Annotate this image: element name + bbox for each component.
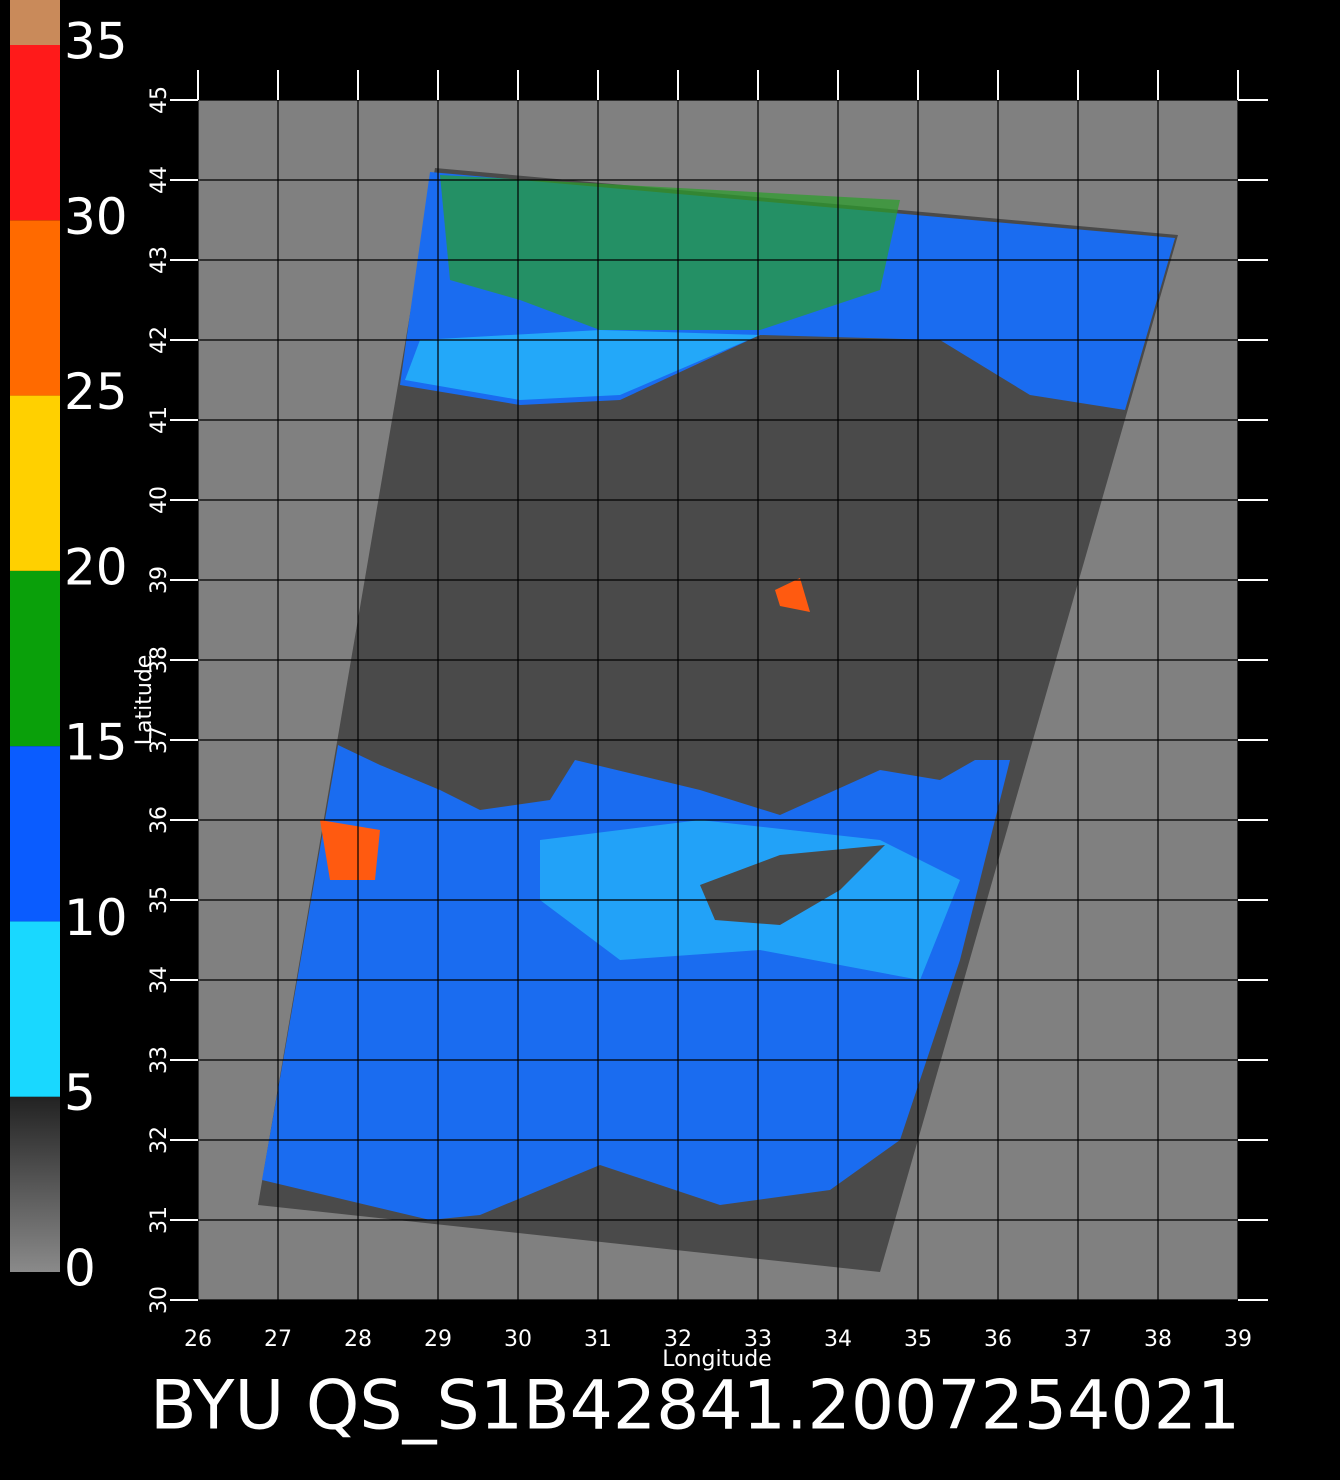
y-tick-label: 37	[147, 726, 172, 754]
colorbar-tick-label: 25	[64, 363, 128, 421]
y-tick-label: 36	[147, 806, 172, 834]
colorbar-tick-label: 20	[64, 538, 128, 596]
y-tick-label: 44	[147, 166, 172, 194]
y-tick-label: 33	[147, 1046, 172, 1074]
caption: BYU QS_S1B42841.2007254021	[150, 1367, 1240, 1446]
wind-patch	[775, 578, 810, 612]
x-tick-label: 29	[424, 1327, 452, 1352]
y-tick-label: 35	[147, 886, 172, 914]
x-tick-label: 34	[824, 1327, 852, 1352]
y-tick-label: 32	[147, 1126, 172, 1154]
colorbar-segment	[10, 395, 60, 571]
y-tick-label: 38	[147, 646, 172, 674]
axes: 26 27 28 29 30 31 32 33 34 35 36 37 38 39 30 31 32 33 34 35…	[147, 70, 1268, 1352]
x-tick-label: 38	[1144, 1327, 1172, 1352]
colorbar-tick-label: 30	[64, 188, 128, 246]
colorbar-segment	[10, 220, 60, 396]
x-tick-label: 36	[984, 1327, 1012, 1352]
colorbar-tick-label: 5	[64, 1064, 96, 1122]
x-tick-label: 37	[1064, 1327, 1092, 1352]
colorbar-segment	[10, 45, 60, 221]
colorbar-segment	[10, 746, 60, 922]
colorbar-segment	[10, 1096, 60, 1272]
map	[198, 100, 1238, 1300]
wind-patch	[405, 330, 760, 400]
y-tick-label: 34	[147, 966, 172, 994]
colorbar-cap	[10, 0, 60, 45]
colorbar-tick-label: 35	[64, 13, 128, 71]
y-tick-label: 31	[147, 1206, 172, 1234]
x-tick-label: 27	[264, 1327, 292, 1352]
colorbar-segment	[10, 570, 60, 747]
y-tick-label: 42	[147, 326, 172, 354]
y-tick-label: 45	[147, 86, 172, 114]
y-tick-label: 30	[147, 1286, 172, 1314]
x-tick-label: 30	[504, 1327, 532, 1352]
cyprus	[700, 845, 885, 925]
x-tick-label: 31	[584, 1327, 612, 1352]
grid	[198, 100, 1238, 1300]
wind-patch	[440, 175, 900, 330]
colorbar-tick-label: 0	[64, 1240, 96, 1298]
y-axis-label: Latitude	[132, 655, 157, 746]
x-tick-label: 33	[744, 1327, 772, 1352]
x-tick-label: 28	[344, 1327, 372, 1352]
y-tick-label: 43	[147, 246, 172, 274]
x-axis-label: Longitude	[662, 1347, 771, 1372]
colorbar: 0 5 10 15 20 25 30 35	[10, 13, 128, 1298]
x-tick-label: 26	[184, 1327, 212, 1352]
colorbar-tick-label: 15	[64, 714, 128, 772]
x-tick-label: 39	[1224, 1327, 1252, 1352]
colorbar-tick-label: 10	[64, 889, 128, 947]
x-tick-label: 35	[904, 1327, 932, 1352]
y-tick-label: 40	[147, 486, 172, 514]
y-tick-label: 39	[147, 566, 172, 594]
x-tick-label: 32	[664, 1327, 692, 1352]
colorbar-segment	[10, 921, 60, 1097]
y-tick-label: 41	[147, 406, 172, 434]
wind-patch	[320, 820, 380, 880]
